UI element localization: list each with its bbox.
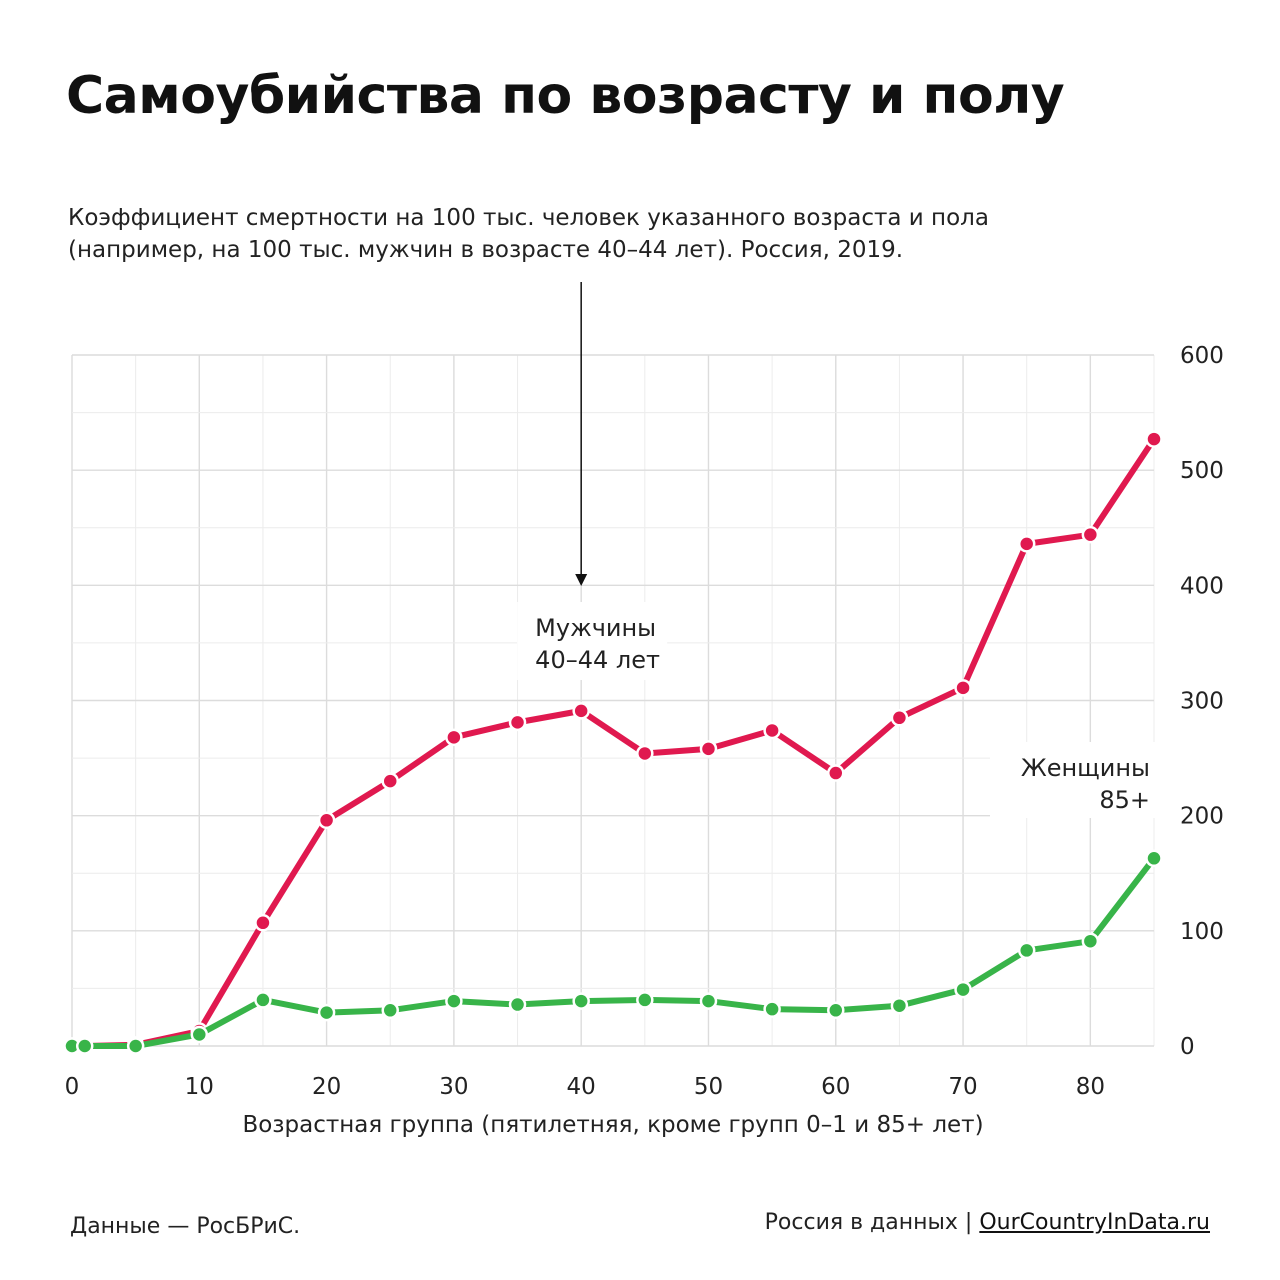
chart-series (63, 430, 1163, 1055)
data-point-women (763, 1000, 781, 1018)
subtitle-line-1: Коэффициент смертности на 100 тыс. челов… (68, 205, 989, 231)
data-point-women (1017, 941, 1036, 960)
data-point-women (572, 992, 590, 1010)
data-point-men (827, 764, 845, 782)
x-tick-label: 0 (65, 1074, 80, 1100)
data-point-women (1145, 849, 1163, 868)
y-tick-label: 100 (1180, 919, 1224, 945)
data-point-men (763, 721, 781, 740)
data-point-women (827, 1001, 845, 1020)
data-point-men (1145, 430, 1163, 448)
data-point-women (954, 980, 972, 999)
data-point-women (317, 1003, 336, 1022)
data-point-men (699, 740, 718, 758)
data-point-women (699, 992, 718, 1010)
data-point-men (508, 713, 527, 732)
series-line-women (69, 855, 1157, 1049)
y-axis-ticks: 0 100 200 300 400 500 600 (1180, 343, 1224, 1060)
y-tick-label: 300 (1180, 689, 1224, 715)
data-point-men (317, 811, 336, 830)
footer-separator: | (964, 1210, 973, 1235)
x-tick-label: 50 (694, 1074, 723, 1100)
x-tick-label: 80 (1076, 1074, 1105, 1100)
data-point-men (445, 728, 463, 747)
data-point-men (572, 702, 590, 720)
data-point-men (254, 914, 272, 932)
x-tick-label: 30 (439, 1074, 468, 1100)
y-tick-label: 400 (1180, 573, 1224, 599)
x-axis-label: Возрастная группа (пятилетняя, кроме гру… (242, 1112, 984, 1138)
data-point-women (254, 991, 272, 1009)
annotation-women-line2: 85+ (1099, 786, 1150, 814)
data-point-men (381, 772, 399, 790)
chart-annotations: Мужчины 40–44 лет Женщины 85+ (517, 602, 1162, 818)
x-tick-label: 70 (948, 1074, 977, 1100)
data-point-men (954, 679, 972, 697)
data-point-women (126, 1037, 145, 1055)
data-point-women (508, 995, 527, 1014)
y-tick-label: 500 (1180, 458, 1224, 484)
chart-subtitle: Коэффициент смертности на 100 тыс. челов… (68, 202, 1188, 266)
x-tick-label: 20 (312, 1074, 341, 1100)
x-tick-label: 10 (185, 1074, 214, 1100)
annotation-box-women (990, 742, 1162, 818)
footer-site-link[interactable]: OurCountryInData.ru (979, 1210, 1210, 1235)
data-point-men (1017, 535, 1036, 553)
x-tick-label: 40 (567, 1074, 596, 1100)
x-tick-label: 60 (821, 1074, 850, 1100)
data-point-women (75, 1037, 94, 1055)
annotation-women-line1: Женщины (1021, 754, 1150, 782)
annotation-arrow-head (575, 574, 588, 586)
y-tick-label: 200 (1180, 804, 1224, 830)
y-tick-label: 0 (1180, 1034, 1195, 1060)
x-axis-ticks: 0 10 20 30 40 50 60 70 80 (65, 1074, 1105, 1100)
data-point-women (1081, 932, 1100, 950)
data-point-women (890, 996, 909, 1015)
footer-source: Данные — РосБРиС. (70, 1214, 301, 1239)
data-point-women (445, 992, 463, 1010)
data-point-men (1081, 525, 1100, 544)
footer-brand: Россия в данных | OurCountryInData.ru (765, 1210, 1210, 1235)
chart-grid (71, 354, 1155, 1047)
annotation-box-men (517, 602, 668, 680)
data-point-women (636, 991, 654, 1009)
footer-brand-name: Россия в данных (764, 1210, 958, 1235)
annotation-arrow (575, 282, 588, 586)
data-point-men (890, 709, 909, 727)
data-point-men (636, 744, 654, 763)
y-tick-label: 600 (1180, 343, 1224, 369)
annotation-men-line2: 40–44 лет (535, 646, 660, 674)
subtitle-line-2: (например, на 100 тыс. мужчин в возрасте… (68, 237, 904, 263)
data-point-women (190, 1025, 209, 1044)
data-point-women (381, 1001, 399, 1020)
annotation-men-line1: Мужчины (535, 614, 656, 642)
chart-title: Самоубийства по возрасту и полу (66, 66, 1065, 126)
